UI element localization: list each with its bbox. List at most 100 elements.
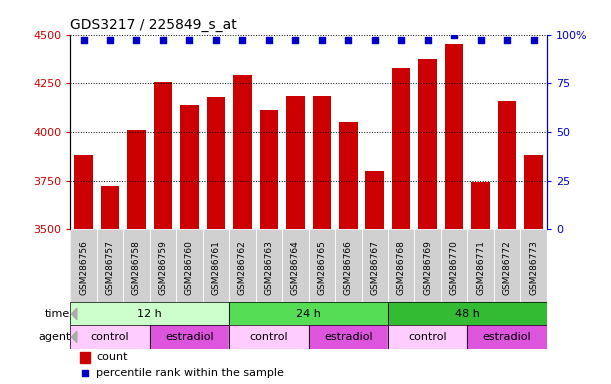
Point [343, 37, 353, 43]
Point [529, 37, 538, 43]
Bar [80, 352, 90, 363]
Bar [521, 229, 547, 302]
Text: GSM286764: GSM286764 [291, 240, 300, 295]
Bar [150, 229, 176, 302]
Text: control: control [249, 332, 288, 342]
Text: GSM286756: GSM286756 [79, 240, 88, 295]
Bar [176, 229, 203, 302]
Bar [203, 229, 229, 302]
Text: GSM286761: GSM286761 [211, 240, 221, 295]
Text: GSM286769: GSM286769 [423, 240, 432, 295]
Text: GSM286762: GSM286762 [238, 240, 247, 295]
Bar [75, 155, 93, 229]
Polygon shape [71, 308, 77, 319]
Text: count: count [97, 353, 128, 362]
Point [449, 31, 459, 38]
Point [80, 370, 90, 376]
Text: estradiol: estradiol [324, 332, 373, 342]
Bar [229, 229, 255, 302]
Bar [286, 96, 305, 229]
Point [290, 37, 300, 43]
Bar [70, 229, 97, 302]
Text: agent: agent [38, 332, 70, 342]
Bar [229, 325, 309, 349]
Point [158, 37, 168, 43]
Bar [365, 171, 384, 229]
Bar [180, 105, 199, 229]
Bar [494, 229, 521, 302]
Bar [498, 101, 516, 229]
Text: GSM286767: GSM286767 [370, 240, 379, 295]
Bar [207, 97, 225, 229]
Text: GSM286773: GSM286773 [529, 240, 538, 295]
Text: GSM286772: GSM286772 [503, 240, 511, 295]
Bar [233, 75, 252, 229]
Bar [445, 44, 463, 229]
Bar [388, 325, 467, 349]
Bar [229, 325, 309, 349]
Bar [154, 82, 172, 229]
Bar [70, 229, 97, 302]
Bar [521, 229, 547, 302]
Bar [441, 229, 467, 302]
Bar [388, 302, 547, 325]
Bar [255, 229, 282, 302]
Point [502, 37, 512, 43]
Bar [150, 325, 229, 349]
Text: GSM286757: GSM286757 [106, 240, 114, 295]
Bar [127, 130, 145, 229]
Bar [282, 229, 309, 302]
Point [370, 37, 379, 43]
Bar [339, 122, 357, 229]
Bar [524, 155, 543, 229]
Bar [203, 229, 229, 302]
Bar [467, 325, 547, 349]
Bar [70, 325, 150, 349]
Text: GSM286763: GSM286763 [265, 240, 273, 295]
Bar [70, 325, 150, 349]
Bar [494, 229, 521, 302]
Bar [335, 229, 362, 302]
Point [185, 37, 194, 43]
Bar [70, 302, 229, 325]
Text: control: control [408, 332, 447, 342]
Bar [388, 229, 414, 302]
Bar [229, 229, 255, 302]
Bar [229, 302, 388, 325]
Bar [414, 229, 441, 302]
Bar [388, 302, 547, 325]
Point [317, 37, 327, 43]
Point [211, 37, 221, 43]
Bar [392, 68, 411, 229]
Bar [123, 229, 150, 302]
Bar [282, 229, 309, 302]
Text: GDS3217 / 225849_s_at: GDS3217 / 225849_s_at [70, 18, 237, 32]
Bar [97, 229, 123, 302]
Bar [388, 325, 467, 349]
Bar [309, 229, 335, 302]
Text: 48 h: 48 h [455, 309, 480, 319]
Bar [335, 229, 362, 302]
Bar [260, 111, 278, 229]
Bar [362, 229, 388, 302]
Bar [150, 229, 176, 302]
Text: GSM286766: GSM286766 [344, 240, 353, 295]
Polygon shape [71, 331, 77, 343]
Point [105, 37, 115, 43]
Bar [123, 229, 150, 302]
Bar [419, 59, 437, 229]
Bar [97, 229, 123, 302]
Bar [472, 182, 490, 229]
Point [79, 37, 89, 43]
Bar [467, 325, 547, 349]
Bar [388, 229, 414, 302]
Bar [229, 302, 388, 325]
Bar [441, 229, 467, 302]
Bar [362, 229, 388, 302]
Point [264, 37, 274, 43]
Point [238, 37, 247, 43]
Text: GSM286768: GSM286768 [397, 240, 406, 295]
Bar [467, 229, 494, 302]
Bar [150, 325, 229, 349]
Point [423, 37, 433, 43]
